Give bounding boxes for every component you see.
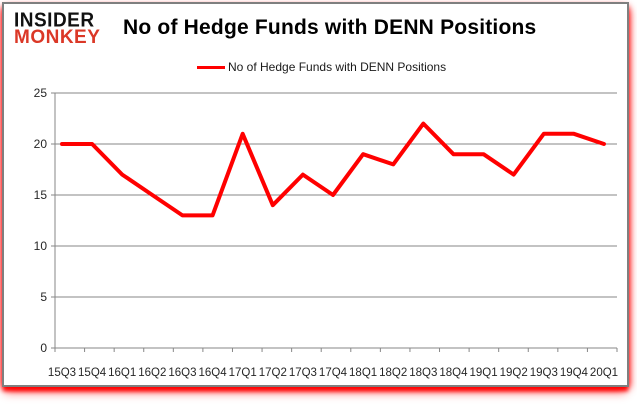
x-axis-label: 18Q1 xyxy=(349,367,377,379)
x-axis-label: 17Q1 xyxy=(229,367,257,379)
x-axis-label: 17Q3 xyxy=(289,367,317,379)
x-axis-label: 18Q2 xyxy=(379,367,407,379)
insider-monkey-logo: INSIDER MONKEY xyxy=(14,9,101,49)
chart-panel: INSIDER MONKEY No of Hedge Funds with DE… xyxy=(2,2,629,387)
x-axis-label: 20Q1 xyxy=(590,367,618,379)
y-axis-label: 20 xyxy=(34,137,48,151)
data-line xyxy=(60,121,606,218)
x-axis-label: 19Q2 xyxy=(500,367,528,379)
logo-text-insider: INSIDER xyxy=(14,9,95,32)
legend-label: No of Hedge Funds with DENN Positions xyxy=(228,60,447,74)
legend-line-swatch xyxy=(197,65,225,69)
y-axis-label: 10 xyxy=(34,239,48,253)
chart-title: No of Hedge Funds with DENN Positions xyxy=(123,16,537,39)
x-axis-label: 16Q1 xyxy=(108,367,136,379)
x-axis-label: 16Q2 xyxy=(138,367,166,379)
legend: No of Hedge Funds with DENN Positions xyxy=(197,60,446,74)
y-axis-label: 15 xyxy=(34,188,48,202)
logo-text-monkey: MONKEY xyxy=(14,27,101,49)
y-axis-label: 0 xyxy=(40,341,47,355)
x-axis-label: 18Q3 xyxy=(409,367,437,379)
x-axis-label: 17Q4 xyxy=(319,367,348,379)
x-axis-label: 19Q3 xyxy=(530,367,558,379)
x-axis-label: 16Q4 xyxy=(198,367,227,379)
y-axis-label: 25 xyxy=(34,86,48,100)
x-axis-label: 17Q2 xyxy=(259,367,287,379)
x-axis-label: 15Q4 xyxy=(78,367,107,379)
y-axis-label: 5 xyxy=(40,290,47,304)
x-axis-label: 18Q4 xyxy=(439,367,468,379)
x-axis-label: 15Q3 xyxy=(48,367,76,379)
x-axis-label: 16Q3 xyxy=(168,367,196,379)
x-axis-label: 19Q1 xyxy=(469,367,497,379)
x-axis-label: 19Q4 xyxy=(560,367,589,379)
